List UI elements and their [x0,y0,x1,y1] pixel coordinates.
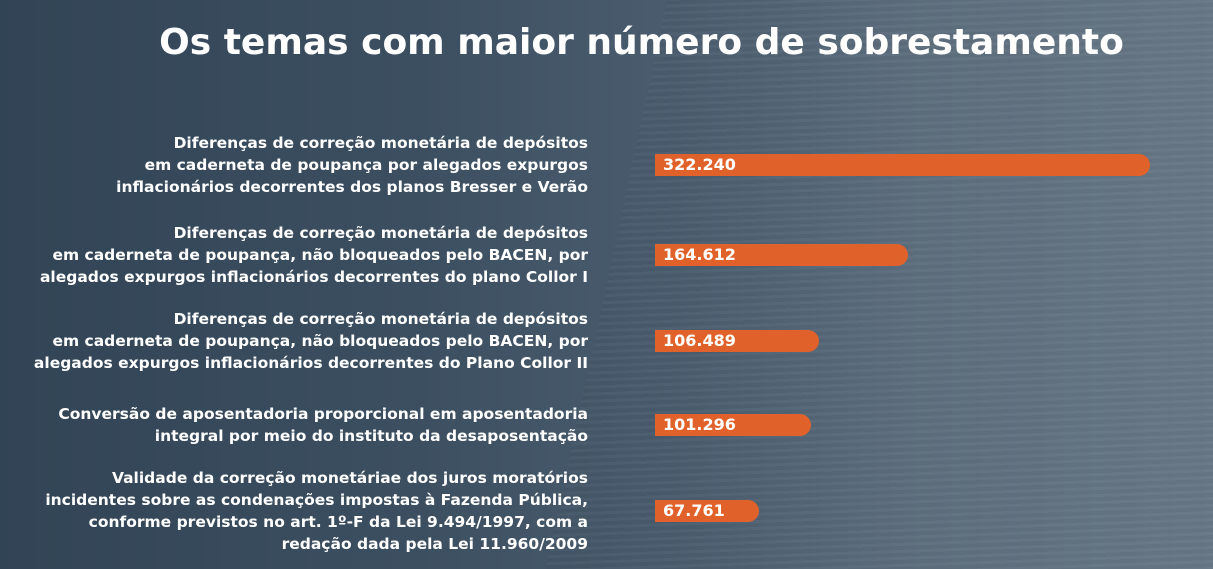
category-label: Diferenças de correção monetária de depó… [8,308,588,374]
value-label: 67.761 [663,500,725,522]
category-label: Conversão de aposentadoria proporcional … [8,403,588,447]
category-label: Diferenças de correção monetária de depó… [8,222,588,288]
infographic: Os temas com maior número de sobrestamen… [0,0,1213,569]
category-label: Diferenças de correção monetária de depó… [8,132,588,198]
value-label: 322.240 [663,154,736,176]
value-label: 101.296 [663,414,736,436]
value-label: 106.489 [663,330,736,352]
value-label: 164.612 [663,244,736,266]
chart-title: Os temas com maior número de sobrestamen… [0,22,1213,63]
category-label: Validade da correção monetáriae dos juro… [8,467,588,555]
